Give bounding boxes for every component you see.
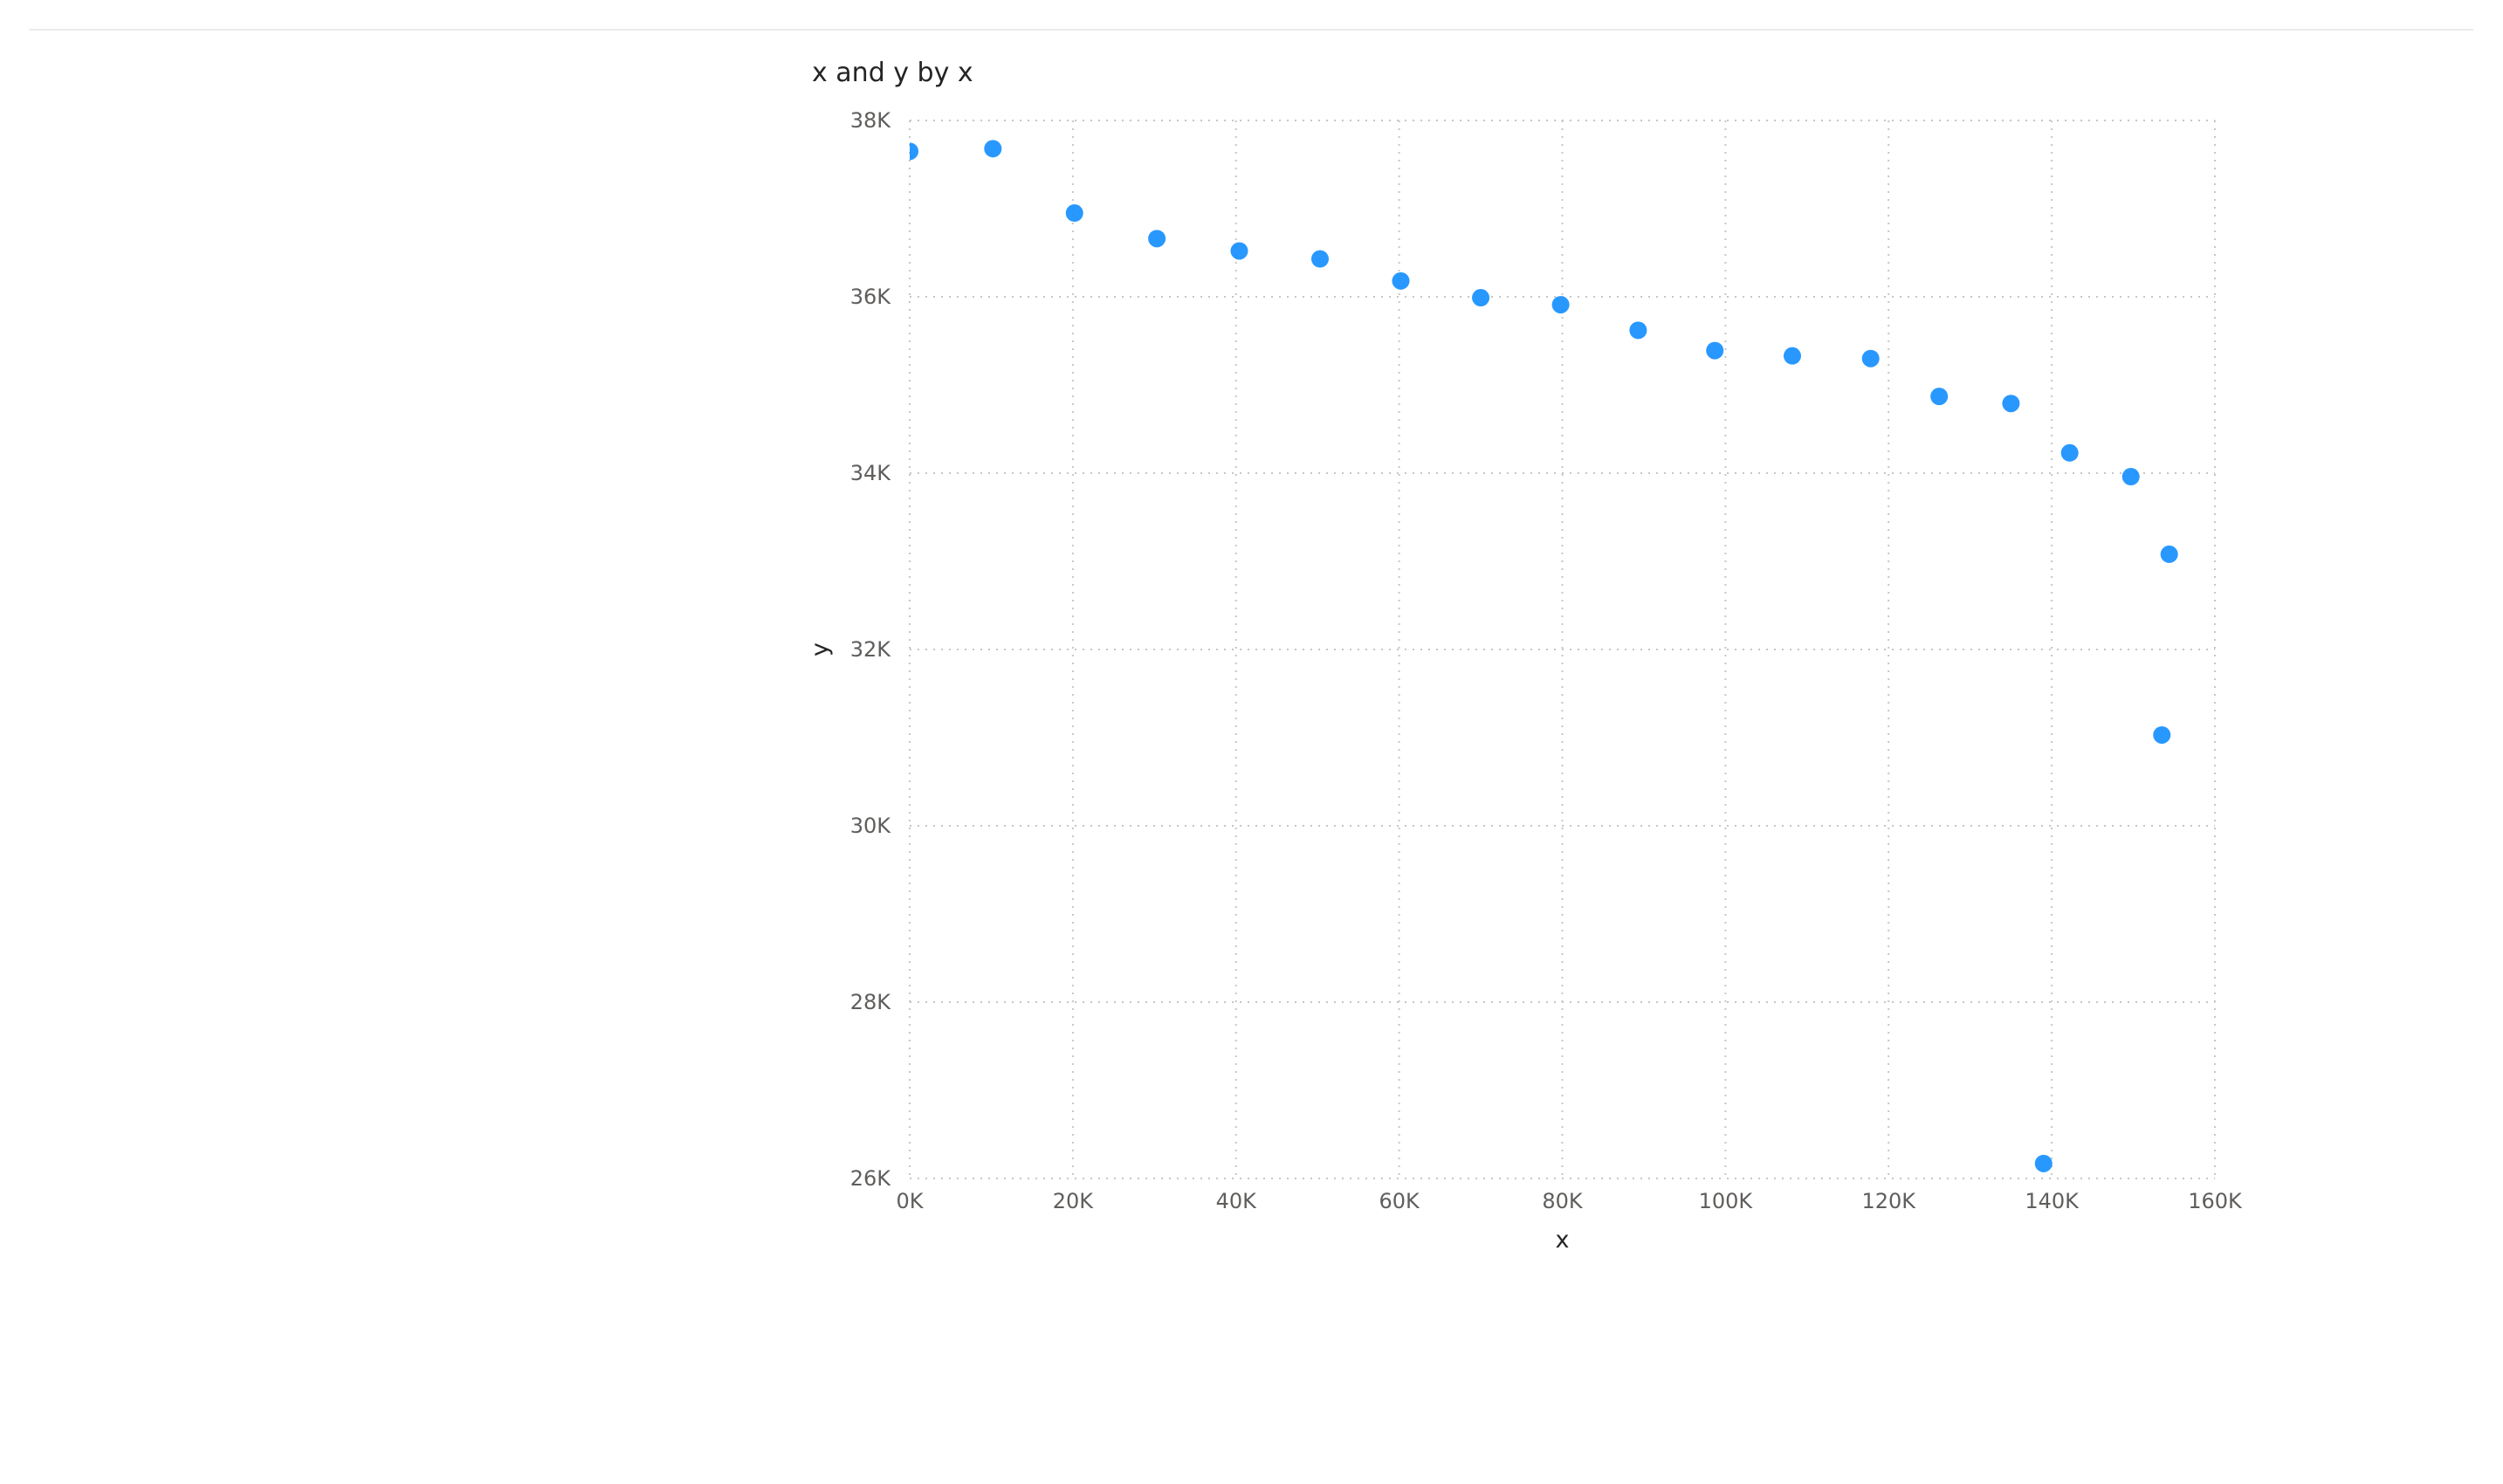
x-tick-label: 20K <box>1053 1189 1095 1213</box>
data-point[interactable] <box>2060 443 2079 462</box>
data-point[interactable] <box>1310 250 1329 268</box>
x-tick-label: 80K <box>1542 1189 1584 1213</box>
chart-title: x and y by x <box>812 58 973 88</box>
data-point[interactable] <box>2153 725 2171 744</box>
data-point[interactable] <box>2034 1154 2053 1172</box>
data-point[interactable] <box>1551 296 1570 314</box>
data-point[interactable] <box>1392 271 1410 290</box>
data-point[interactable] <box>1930 388 1949 406</box>
x-tick-label: 140K <box>2025 1189 2080 1213</box>
tick-labels: 26K 28K 30K 32K 34K 36K 38K 0K 20K 40K 60K 80K 100K 1… <box>850 108 2243 1213</box>
x-tick-label: 40K <box>1216 1189 1258 1213</box>
data-point[interactable] <box>1065 204 1083 223</box>
data-point[interactable] <box>1148 230 1166 248</box>
y-tick-label: 30K <box>850 814 892 838</box>
y-tick-label: 26K <box>850 1166 892 1191</box>
data-point[interactable] <box>2160 545 2178 563</box>
y-tick-label: 34K <box>850 461 892 485</box>
x-axis-title: x <box>1556 1226 1570 1254</box>
x-tick-label: 160K <box>2188 1189 2243 1213</box>
data-point[interactable] <box>984 140 1002 158</box>
data-point[interactable] <box>901 142 918 161</box>
data-point[interactable] <box>1629 321 1647 340</box>
data-point[interactable] <box>1230 242 1248 260</box>
data-point[interactable] <box>2121 468 2140 486</box>
data-point[interactable] <box>2002 395 2020 413</box>
data-point[interactable] <box>1472 289 1490 307</box>
y-axis-title: y <box>807 642 834 656</box>
y-tick-label: 36K <box>850 285 892 309</box>
x-tick-label: 100K <box>1699 1189 1754 1213</box>
data-points[interactable] <box>901 140 2178 1172</box>
x-tick-label: 120K <box>1861 1189 1916 1213</box>
y-tick-label: 28K <box>850 990 892 1014</box>
page-top-divider <box>29 29 2473 31</box>
x-tick-label: 0K <box>896 1189 924 1213</box>
data-point[interactable] <box>1783 347 1801 365</box>
data-point[interactable] <box>1861 349 1880 368</box>
x-tick-label: 60K <box>1379 1189 1420 1213</box>
gridlines <box>909 120 2216 1179</box>
y-tick-label: 38K <box>850 108 892 133</box>
y-tick-label: 32K <box>850 637 892 662</box>
data-point[interactable] <box>1706 341 1724 360</box>
